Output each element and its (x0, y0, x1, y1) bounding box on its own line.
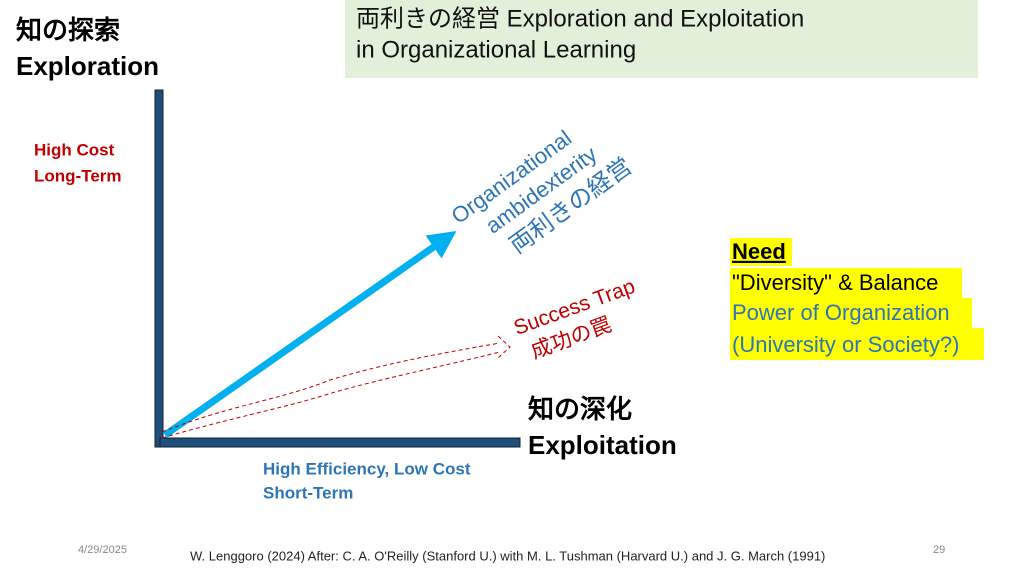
title-line: in Organizational Learning (356, 36, 636, 63)
footer-citation: W. Lenggoro (2024) After: C. A. O'Reilly… (190, 548, 825, 563)
callout-line: (University or Society?) (732, 332, 959, 357)
y-axis-note: Long-Term (34, 166, 122, 185)
highlight (730, 238, 792, 266)
y-axis-note: High Cost (34, 140, 115, 159)
title-box (345, 0, 978, 78)
y-axis-bar (154, 89, 164, 448)
footer-date: 4/29/2025 (78, 544, 127, 556)
y-axis-label-en: Exploration (16, 51, 159, 81)
highlight (730, 268, 962, 298)
x-axis-note: High Efficiency, Low Cost (263, 459, 471, 478)
callout-line: Power of Organization (732, 300, 950, 325)
callout-line: "Diversity" & Balance (732, 270, 938, 295)
title-line: 両利きの経営 Exploration and Exploitation (356, 5, 804, 32)
footer-page: 29 (933, 544, 945, 556)
ambidexterity-arrow (162, 230, 457, 438)
y-axis-label-jp: 知の探索 (16, 15, 120, 45)
x-axis-bar (159, 437, 521, 448)
ambidexterity-label: Organizational ambidexterity 両利きの経営 (447, 125, 637, 259)
callout-heading: Need (732, 239, 786, 264)
trap-arrow (161, 335, 511, 439)
trap-label: Success Trap 成功の罠 (511, 275, 638, 364)
x-axis-label-jp: 知の深化 (528, 394, 632, 424)
highlight (730, 298, 972, 328)
x-axis-label-en: Exploitation (528, 430, 677, 460)
highlight (730, 328, 984, 360)
x-axis-note: Short-Term (263, 483, 353, 502)
